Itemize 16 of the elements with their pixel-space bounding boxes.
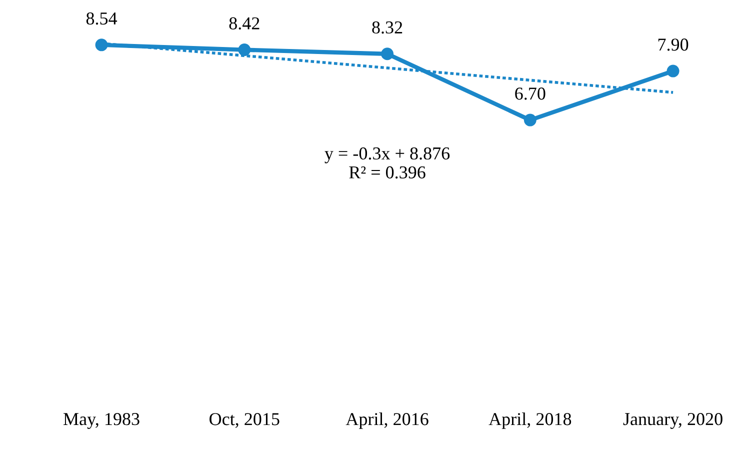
point	[524, 114, 536, 126]
x-tick-label: Oct, 2015	[210, 413, 280, 428]
x-tick-label: May, 1983	[64, 412, 140, 429]
data-label: 8.42	[229, 17, 260, 30]
point	[381, 48, 394, 60]
text: y = -0.3x + 8.876 R² = 0.396	[324, 147, 450, 179]
data-label: 7.90	[658, 38, 688, 51]
point	[666, 64, 680, 78]
data-label: 6.70	[515, 88, 546, 100]
point	[238, 44, 251, 56]
x-tick-label: January, 2020	[623, 412, 722, 429]
x-tick-label: April, 2016	[346, 412, 428, 429]
x-tick-label: April, 2018	[488, 412, 572, 429]
point	[95, 38, 108, 52]
data-label: 8.32	[372, 21, 402, 34]
data-label: 8.54	[86, 12, 118, 25]
